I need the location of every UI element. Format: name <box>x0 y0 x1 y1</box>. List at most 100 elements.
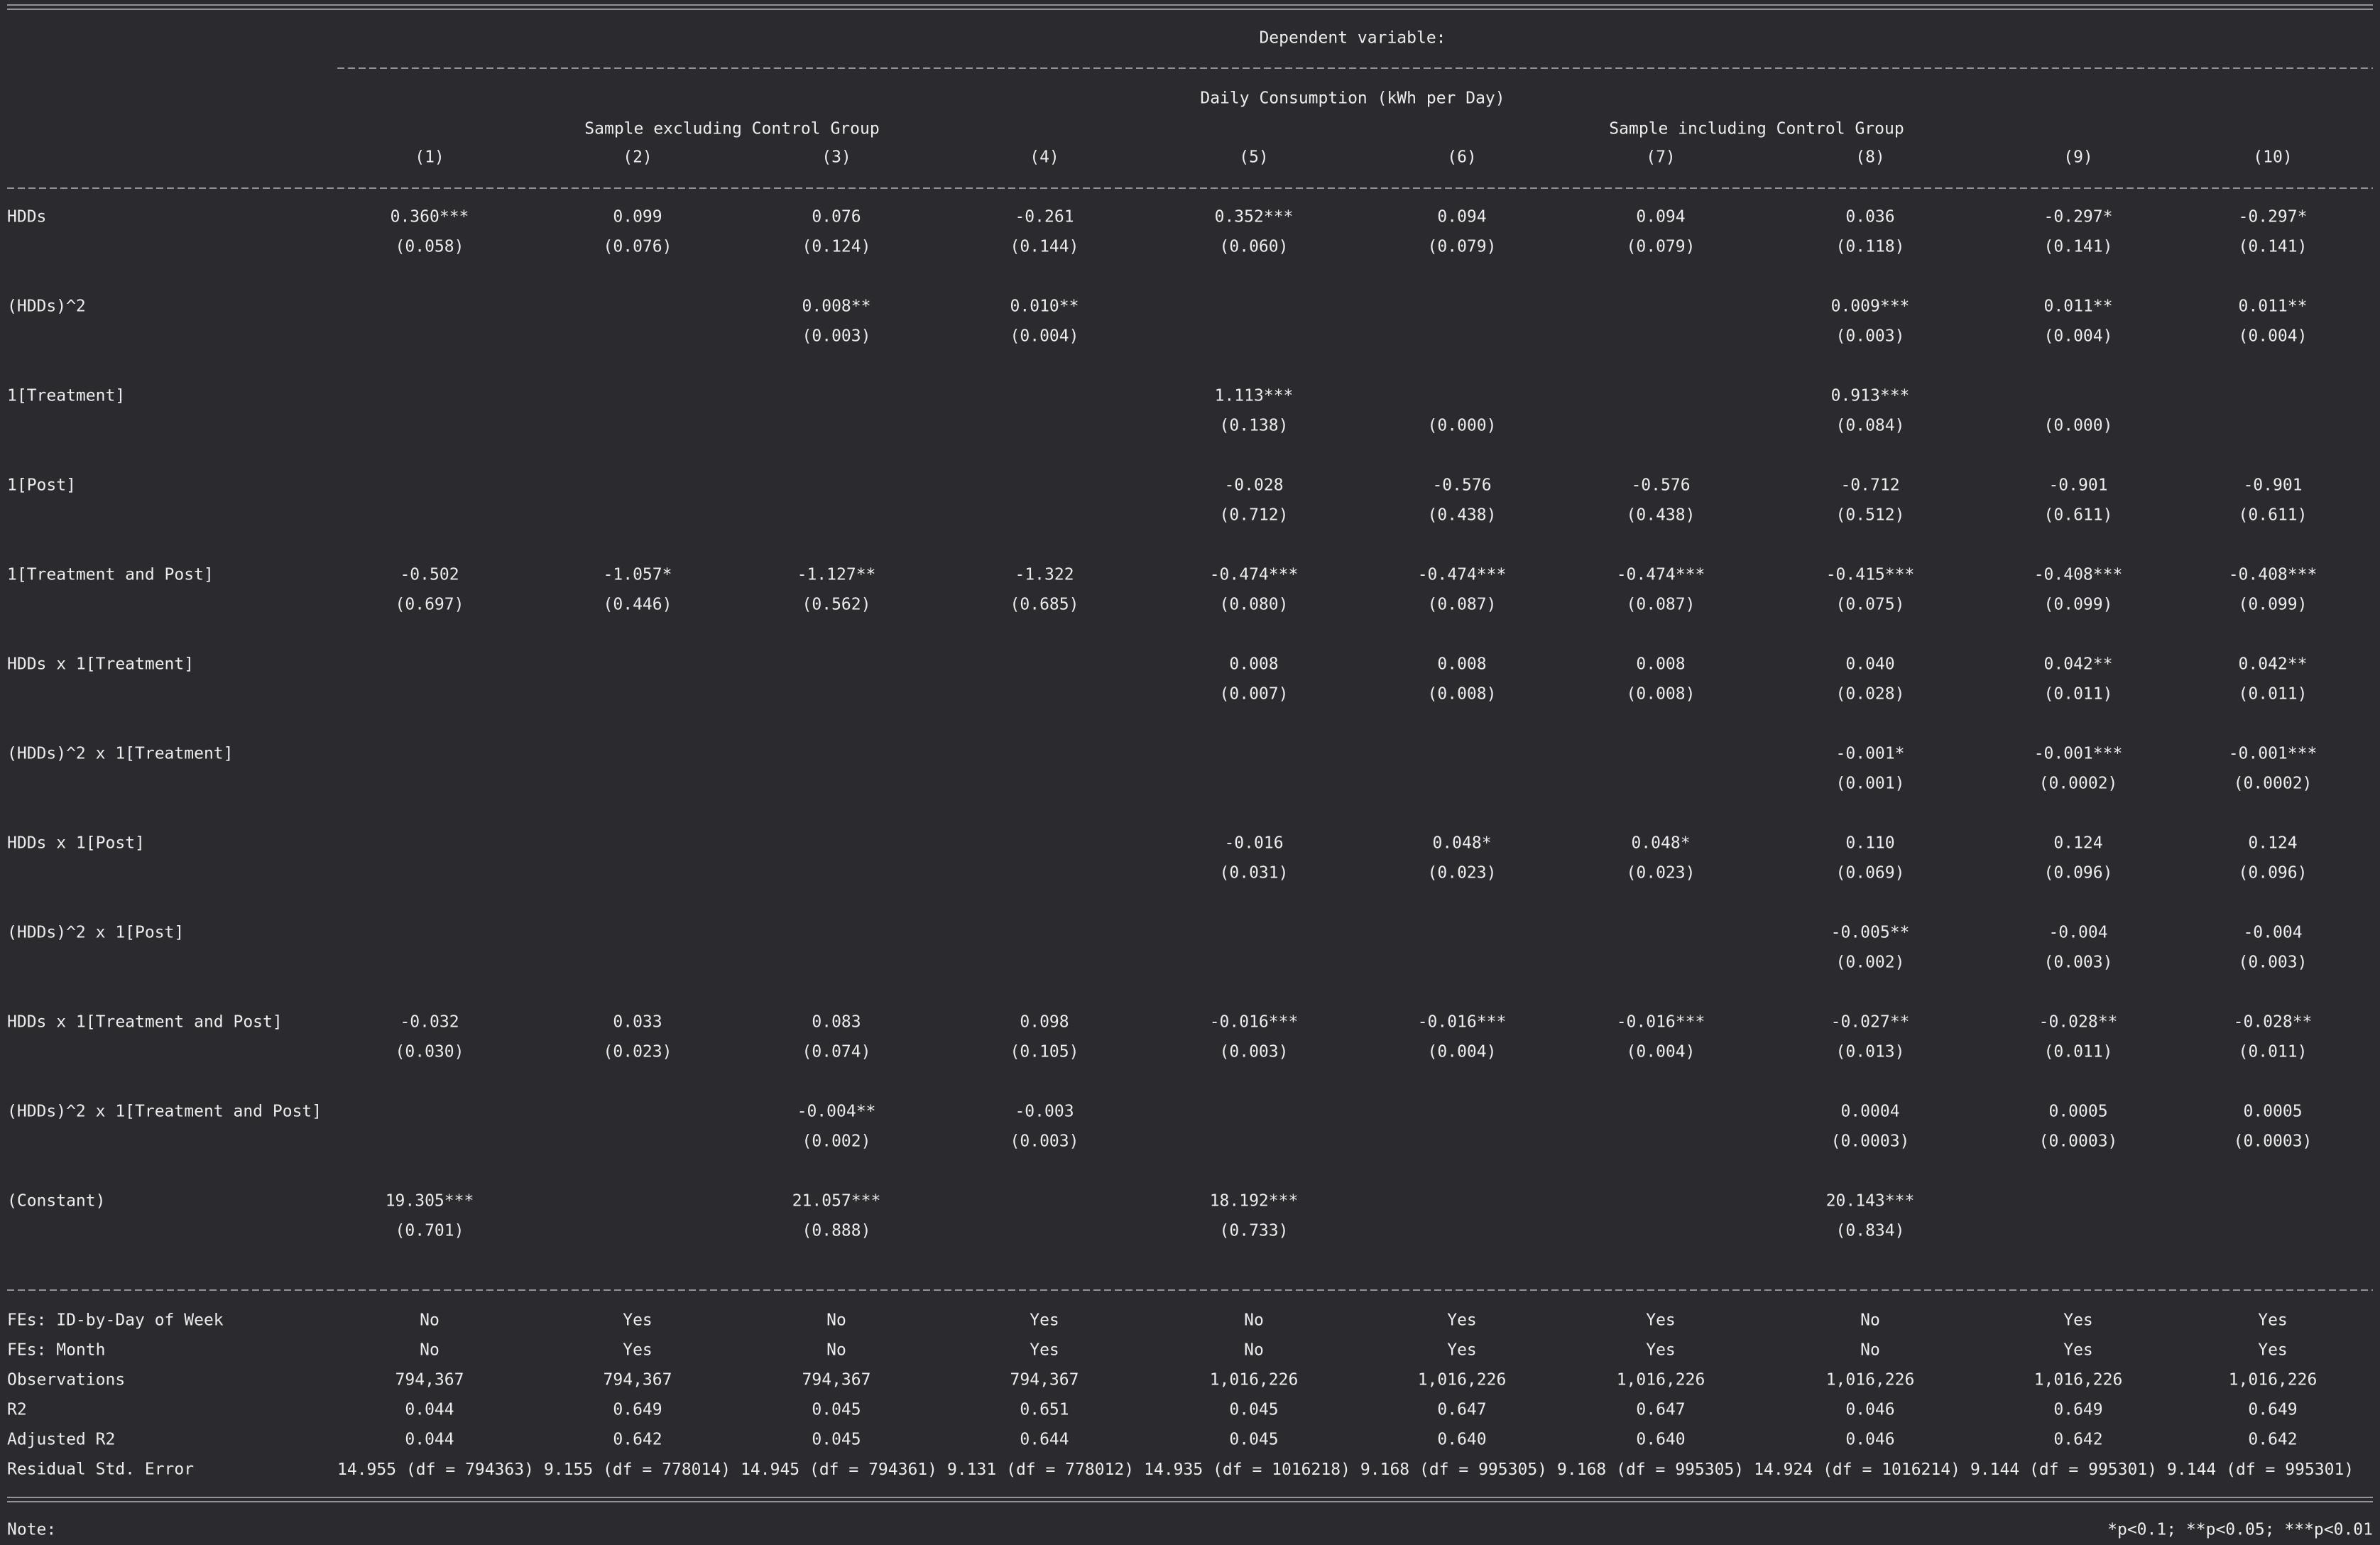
stat-value: 14.935 (df = 1016218) <box>1144 1461 1350 1479</box>
stat-value: No <box>1860 1311 1880 1330</box>
standard-error: (0.712) <box>1220 506 1289 525</box>
stat-value: 794,367 <box>604 1371 672 1390</box>
standard-error: (0.087) <box>1627 596 1696 614</box>
coefficient: 0.352*** <box>1215 208 1294 226</box>
stat-value: 0.649 <box>613 1401 662 1419</box>
standard-error: (0.084) <box>1836 417 1905 435</box>
stat-label: Observations <box>7 1371 125 1390</box>
row-label: (HDDs)^2 x 1[Post] <box>7 924 184 942</box>
standard-error: (0.004) <box>2239 327 2308 346</box>
stat-value: Yes <box>2063 1311 2093 1330</box>
stat-value: 794,367 <box>395 1371 464 1390</box>
stat-value: 794,367 <box>802 1371 871 1390</box>
standard-error: (0.023) <box>604 1043 672 1061</box>
stat-value: 9.131 (df = 778012) <box>947 1461 1134 1479</box>
stat-label: FEs: ID-by-Day of Week <box>7 1311 224 1330</box>
stat-value: No <box>420 1341 440 1360</box>
coefficient: -0.016*** <box>1418 1013 1507 1032</box>
group-label: Sample excluding Control Group <box>584 120 879 138</box>
stat-value: 0.649 <box>2248 1401 2297 1419</box>
standard-error: (0.002) <box>1836 954 1905 972</box>
standard-error: (0.685) <box>1010 596 1079 614</box>
coefficient: 0.098 <box>1020 1013 1069 1032</box>
coefficient: 0.008 <box>1437 655 1486 674</box>
coefficient: 0.040 <box>1845 655 1894 674</box>
stat-value: 0.046 <box>1845 1431 1894 1449</box>
note-label: Note: <box>7 1521 56 1539</box>
standard-error: (0.118) <box>1836 238 1905 256</box>
stat-label: Adjusted R2 <box>7 1431 115 1449</box>
standard-error: (0.697) <box>395 596 464 614</box>
coefficient: 21.057*** <box>792 1192 881 1211</box>
stat-value: 0.640 <box>1636 1431 1685 1449</box>
coefficient: 0.094 <box>1636 208 1685 226</box>
stat-value: 0.649 <box>2053 1401 2102 1419</box>
stat-value: 9.155 (df = 778014) <box>544 1461 731 1479</box>
column-number: (1) <box>415 148 444 167</box>
row-label: HDDs <box>7 208 46 226</box>
stat-value: 9.168 (df = 995305) <box>1360 1461 1547 1479</box>
stat-value: 1,016,226 <box>1210 1371 1299 1390</box>
coefficient: 0.042** <box>2239 655 2308 674</box>
row-label: (HDDs)^2 x 1[Treatment] <box>7 745 234 763</box>
standard-error: (0.011) <box>2239 685 2308 704</box>
stat-value: 0.045 <box>812 1401 861 1419</box>
stat-value: 0.045 <box>1229 1401 1278 1419</box>
standard-error: (0.138) <box>1220 417 1289 435</box>
standard-error: (0.087) <box>1428 596 1497 614</box>
coefficient: 0.011** <box>2239 297 2308 316</box>
standard-error: (0.096) <box>2044 864 2113 883</box>
stat-value: Yes <box>623 1311 653 1330</box>
coefficient: -0.016*** <box>1617 1013 1705 1032</box>
standard-error: (0.099) <box>2239 596 2308 614</box>
standard-error: (0.003) <box>1010 1132 1079 1151</box>
standard-error: (0.0003) <box>2234 1132 2313 1151</box>
coefficient: -0.408*** <box>2229 566 2318 584</box>
standard-error: (0.003) <box>1836 327 1905 346</box>
stat-value: Yes <box>2258 1311 2288 1330</box>
standard-error: (0.141) <box>2239 238 2308 256</box>
standard-error: (0.0003) <box>1831 1132 1910 1151</box>
coefficient: -0.028** <box>2234 1013 2313 1032</box>
stat-value: 0.642 <box>2248 1431 2297 1449</box>
row-label: HDDs x 1[Treatment] <box>7 655 194 674</box>
coefficient: -0.004 <box>2048 924 2107 942</box>
coefficient: 0.124 <box>2053 834 2102 853</box>
coefficient: 19.305*** <box>386 1192 474 1211</box>
stat-row: 14.955 (df = 794363) 9.155 (df = 778014) 1… <box>337 1461 2354 1479</box>
standard-error: (0.562) <box>802 596 871 614</box>
coefficient: 0.124 <box>2248 834 2297 853</box>
coefficient: -0.028** <box>2039 1013 2118 1032</box>
column-number: (8) <box>1855 148 1885 167</box>
standard-error: (0.031) <box>1220 864 1289 883</box>
coefficient: -0.408*** <box>2034 566 2123 584</box>
standard-error: (0.141) <box>2044 238 2113 256</box>
standard-error: (0.004) <box>1428 1043 1497 1061</box>
stat-value: 9.144 (df = 995301) <box>1970 1461 2157 1479</box>
standard-error: (0.701) <box>395 1222 464 1240</box>
stat-value: No <box>420 1311 440 1330</box>
coefficient: 0.094 <box>1437 208 1486 226</box>
stat-value: No <box>826 1341 846 1360</box>
coefficient: 0.011** <box>2044 297 2113 316</box>
coefficient: -0.576 <box>1432 476 1491 495</box>
standard-error: (0.003) <box>2044 954 2113 972</box>
standard-error: (0.076) <box>604 238 672 256</box>
coefficient: 0.008** <box>802 297 871 316</box>
standard-error: (0.060) <box>1220 238 1289 256</box>
standard-error: (0.611) <box>2239 506 2308 525</box>
standard-error: (0.023) <box>1627 864 1696 883</box>
coefficient: -0.001*** <box>2229 745 2318 763</box>
standard-error: (0.438) <box>1428 506 1497 525</box>
standard-error: (0.733) <box>1220 1222 1289 1240</box>
row-label: 1[Treatment] <box>7 387 125 405</box>
row-label: 1[Treatment and Post] <box>7 566 214 584</box>
stat-value: 0.046 <box>1845 1401 1894 1419</box>
stat-value: 0.644 <box>1020 1431 1069 1449</box>
coefficient: -0.004 <box>2243 924 2302 942</box>
stat-value: 1,016,226 <box>2034 1371 2123 1390</box>
row-label: (Constant) <box>7 1192 105 1211</box>
note-text: *p<0.1; **p<0.05; ***p<0.01 <box>2107 1521 2373 1539</box>
